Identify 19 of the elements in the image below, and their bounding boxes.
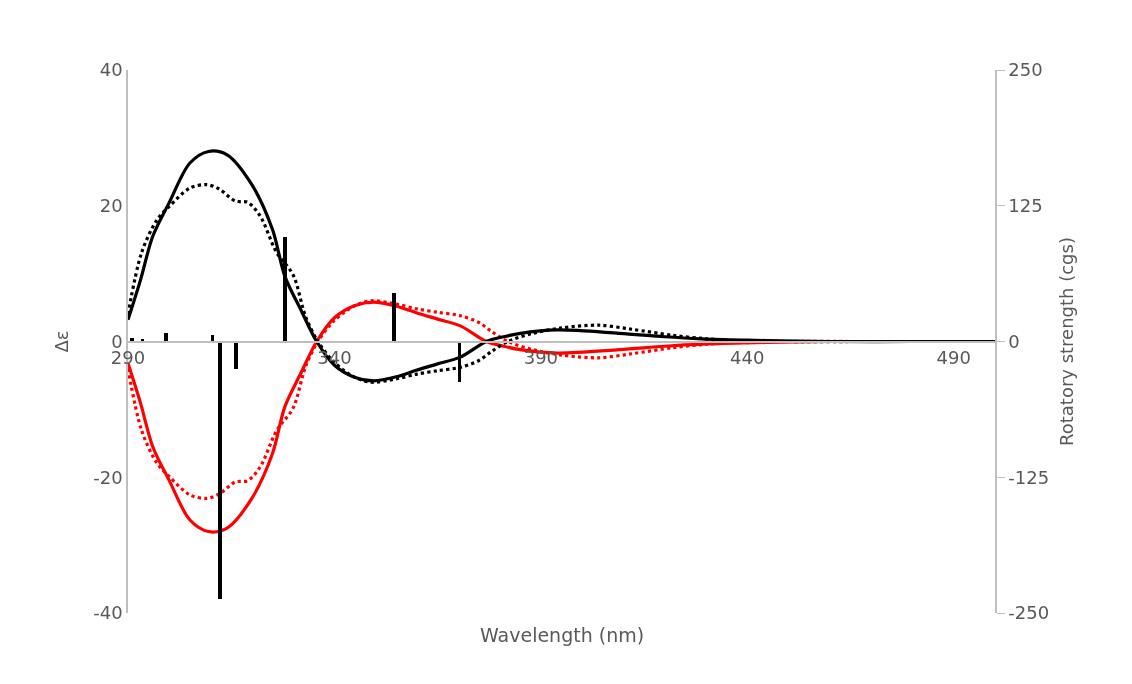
- bar: [218, 342, 222, 599]
- y2-axis-title: Rotatory strength (cgs): [1055, 237, 1077, 446]
- y2-tick-label: 250: [1008, 59, 1043, 81]
- y2-tick-label: 0: [1008, 330, 1020, 352]
- y-tick-label: -20: [93, 466, 123, 488]
- bar: [234, 342, 238, 369]
- x-tick-label: 490: [936, 346, 971, 368]
- y2-tick-label: -250: [1008, 602, 1050, 624]
- x-tick-label: 440: [730, 346, 765, 368]
- y2-tick-label: -125: [1008, 466, 1050, 488]
- y-tick-label: -40: [93, 602, 123, 624]
- bar: [392, 293, 396, 342]
- y-tick-label: 40: [99, 59, 123, 81]
- bar: [283, 237, 287, 342]
- y-tick-label: 0: [111, 330, 123, 352]
- y2-tick-label: 125: [1008, 195, 1043, 217]
- x-axis-title: Wavelength (nm): [480, 624, 645, 646]
- y-axis-title: Δε: [50, 330, 72, 353]
- y-tick-label: 20: [99, 195, 123, 217]
